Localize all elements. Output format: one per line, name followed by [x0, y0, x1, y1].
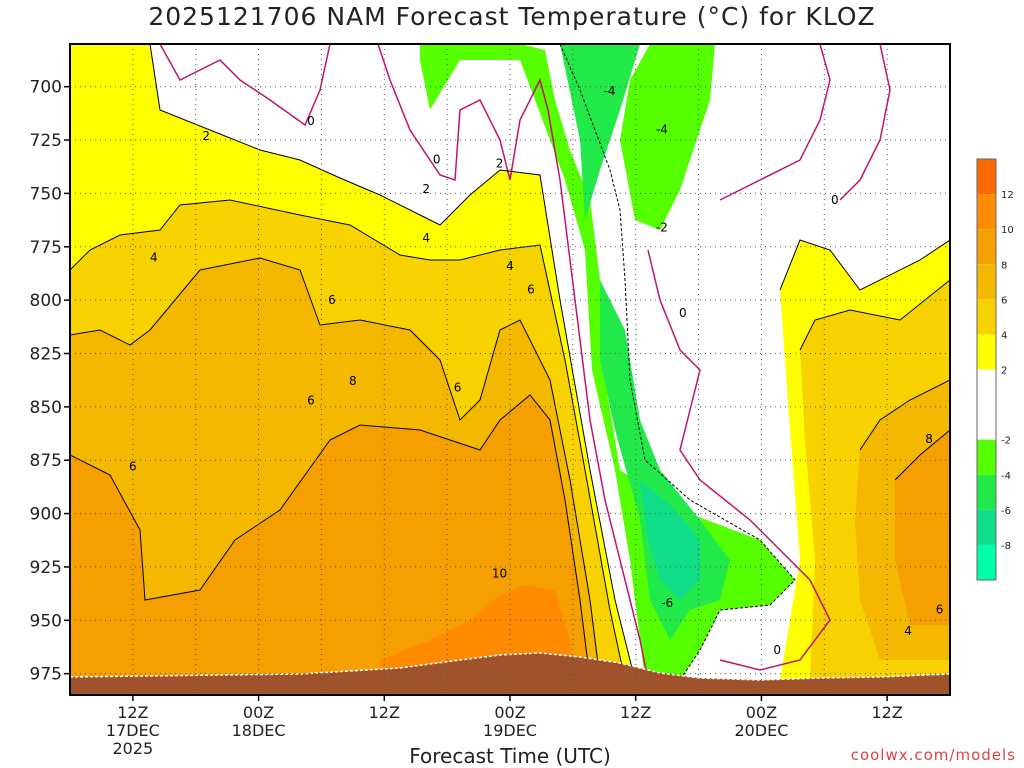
y-tick-label: 975 [30, 665, 62, 685]
x-tick-label: 00Z [494, 703, 525, 722]
contour-label: 8 [349, 374, 357, 388]
contour-label: 0 [307, 114, 315, 128]
contour-right-set [779, 239, 950, 481]
colorbar-bin [977, 369, 996, 440]
contour-label: 6 [454, 381, 462, 395]
colorbar-label: -2 [1001, 436, 1011, 447]
contour-label: 4 [506, 259, 514, 273]
y-axis: 700 725 750 775 800 825 850 875 900 925 950 975 [30, 78, 70, 685]
y-tick-label: 950 [30, 611, 62, 631]
y-tick-label: 750 [30, 184, 62, 204]
colorbar-label: 4 [1001, 330, 1007, 341]
contour-zero-right [647, 249, 831, 671]
y-tick-label: 725 [30, 131, 62, 151]
y-tick-label: 875 [30, 451, 62, 471]
credit-link[interactable]: coolwx.com/models [850, 746, 1016, 764]
contour-label: 0 [433, 152, 441, 166]
y-tick-label: 900 [30, 505, 62, 525]
contour-neg-dashed [559, 44, 796, 681]
contour-label: -2 [656, 221, 668, 235]
contour-label: 0 [773, 643, 781, 657]
contour-label: -4 [604, 84, 616, 98]
colorbar: 12 10 8 6 4 2 -2 -4 -6 -8 [976, 158, 1014, 581]
contour-label: 6 [328, 293, 336, 307]
x-tick-label: 2025 [112, 739, 153, 758]
colorbar-bin [977, 299, 996, 335]
region-cold-minus6 [640, 480, 700, 600]
y-tick-label: 925 [30, 558, 62, 578]
colorbar-bin [977, 544, 996, 580]
y-tick-label: 700 [30, 78, 62, 98]
colorbar-bin [977, 159, 996, 195]
x-tick-label: 00Z [746, 703, 777, 722]
contour-label: 6 [936, 603, 944, 617]
region-8-10 [70, 395, 590, 680]
x-tick-label: 00Z [243, 703, 274, 722]
colorbar-label: 12 [1001, 190, 1014, 201]
colorbar-label: 2 [1001, 366, 1007, 377]
contour-label: -4 [656, 122, 668, 136]
colorbar-label: 6 [1001, 295, 1007, 306]
x-tick-label: 12Z [871, 703, 902, 722]
colorbar-bin [977, 264, 996, 300]
contour-eight [70, 394, 591, 681]
x-axis-label: Forecast Time (UTC) [409, 744, 611, 768]
contour-label: 4 [422, 231, 430, 245]
x-tick-label: 17DEC [106, 721, 160, 740]
contour-label: 6 [307, 393, 315, 407]
contour-label: 0 [679, 306, 687, 320]
colorbar-bin [977, 509, 996, 545]
colorbar-label: -4 [1001, 471, 1011, 482]
colorbar-label: 8 [1001, 260, 1007, 271]
contour-label: 8 [925, 432, 933, 446]
chart-title: 2025121706 NAM Forecast Temperature (°C)… [148, 2, 876, 31]
region-cold-minus4 [560, 44, 640, 220]
contour-six [70, 257, 601, 681]
colorbar-label: -6 [1001, 506, 1011, 517]
contour-zero-mid [377, 44, 651, 691]
contour-zero-left [159, 44, 331, 127]
region-cold-top-right [620, 44, 715, 230]
colorbar-bin [977, 334, 996, 370]
contour-label: 4 [150, 250, 158, 264]
contour-label: 2 [422, 182, 430, 196]
colorbar-label: -8 [1001, 541, 1011, 552]
colorbar-bin [977, 194, 996, 230]
region-right-8-10 [895, 430, 950, 625]
colorbar-frame [976, 158, 997, 581]
x-tick-label: 18DEC [232, 721, 286, 740]
contour-label: 2 [496, 157, 504, 171]
contour-four [70, 199, 626, 681]
x-tick-label: 12Z [620, 703, 651, 722]
contour-label: 6 [527, 282, 535, 296]
y-tick-label: 825 [30, 344, 62, 364]
contour-label: 6 [129, 460, 137, 474]
region-cold-minus2 [420, 44, 795, 680]
y-tick-label: 800 [30, 291, 62, 311]
contour-label: 4 [904, 624, 912, 638]
x-tick-label: 12Z [369, 703, 400, 722]
y-tick-label: 775 [30, 238, 62, 258]
x-tick-label: 19DEC [483, 721, 537, 740]
colorbar-label: 10 [1001, 225, 1014, 236]
colorbar-bin [977, 474, 996, 510]
x-tick-label: 20DEC [734, 721, 788, 740]
contour-label: 10 [492, 566, 507, 580]
contour-label: 2 [202, 129, 210, 143]
contour-label: -6 [661, 596, 673, 610]
contour-label: 0 [831, 193, 839, 207]
colorbar-bin [977, 439, 996, 475]
colorbar-bin [977, 229, 996, 265]
y-tick-label: 850 [30, 398, 62, 418]
x-tick-label: 12Z [117, 703, 148, 722]
grid [70, 44, 950, 695]
